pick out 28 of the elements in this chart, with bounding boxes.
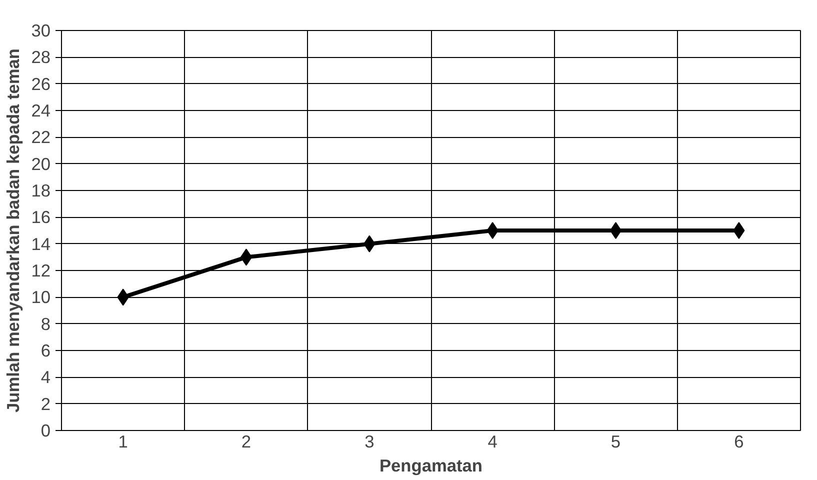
- y-axis-title: Jumlah menyandarkan badan kepada teman: [3, 48, 24, 413]
- point: [610, 222, 622, 239]
- y-tick-label: 18: [31, 180, 51, 200]
- x-tick-label: 1: [118, 432, 128, 452]
- y-tick-label: 28: [31, 47, 51, 68]
- y-tick-label: 10: [31, 287, 51, 308]
- point: [486, 222, 498, 239]
- y-tick-label: 12: [31, 260, 51, 280]
- y-tick-label: 16: [31, 207, 51, 228]
- y-tick-label: 24: [31, 100, 51, 120]
- y-tick-label: 2: [40, 394, 51, 414]
- x-axis-title: Pengamatan: [379, 456, 483, 476]
- point: [733, 222, 745, 239]
- y-tick-label: 22: [31, 127, 51, 148]
- y-tick-label: 0: [40, 420, 51, 440]
- x-tick-label: 5: [610, 432, 621, 452]
- x-tick-label: 2: [241, 432, 252, 452]
- y-tick-label: 20: [31, 154, 51, 174]
- y-tick-label: 30: [31, 20, 51, 40]
- y-tick-label: 8: [40, 314, 51, 334]
- x-tick-label: 6: [734, 432, 744, 452]
- y-tick-label: 6: [40, 340, 51, 360]
- y-tick-label: 26: [31, 74, 51, 94]
- x-tick-label: 4: [488, 432, 498, 452]
- point: [240, 248, 252, 266]
- x-tick-label: 3: [364, 432, 374, 452]
- y-tick-label: 4: [40, 367, 51, 388]
- y-tick-label: 14: [31, 234, 51, 254]
